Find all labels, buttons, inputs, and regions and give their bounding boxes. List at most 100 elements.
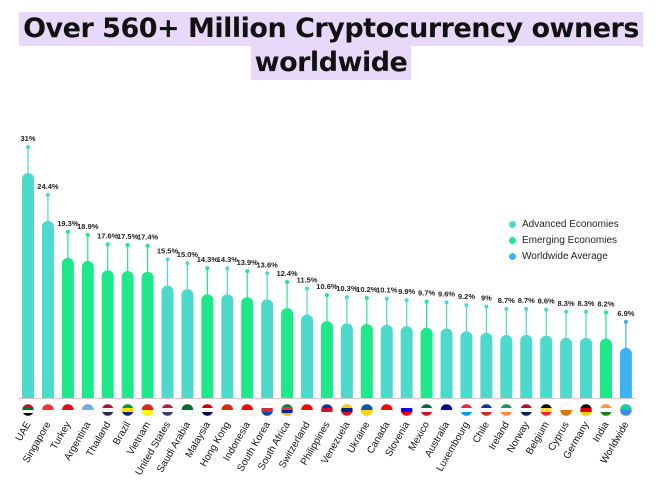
stem-dot-vietnam xyxy=(145,243,150,248)
indonesia-flag-icon xyxy=(240,403,254,417)
value-label-turkey: 19.3% xyxy=(57,219,79,228)
legend-dot-advanced xyxy=(509,220,516,228)
stem-dot-germany xyxy=(584,309,589,314)
stem-dot-worldwide xyxy=(623,319,628,324)
value-label-belgium: 8.6% xyxy=(538,297,555,306)
bar-uae xyxy=(22,173,34,398)
stem-dot-australia xyxy=(444,300,449,305)
stem-dot-south-africa xyxy=(285,280,290,284)
value-label-india: 8.2% xyxy=(597,299,614,308)
switzerland-flag-icon xyxy=(300,403,314,417)
australia-flag-icon xyxy=(440,403,453,417)
bar-mexico xyxy=(420,327,433,398)
bar-thailand xyxy=(101,270,114,398)
stem-dot-canada xyxy=(384,296,389,301)
stem-dot-cyprus xyxy=(564,309,569,314)
legend-label-emerging: Emerging Economies xyxy=(522,234,618,246)
value-label-venezuela: 10.3% xyxy=(336,284,358,293)
value-label-hong-kong: 14.3% xyxy=(217,255,239,264)
bar-slovenia xyxy=(400,326,413,398)
tick-label-uae: UAE xyxy=(14,420,34,444)
stem-dot-thailand xyxy=(105,242,110,247)
legend-label-advanced: Advanced Economies xyxy=(522,218,619,230)
chile-flag-icon xyxy=(480,403,493,417)
value-label-united-states: 15.5% xyxy=(157,247,179,256)
south-africa-flag-icon xyxy=(280,403,294,417)
bar-switzerland xyxy=(301,314,314,398)
value-label-canada: 10.1% xyxy=(376,286,398,295)
bar-worldwide xyxy=(619,347,632,398)
bar-south-korea xyxy=(261,299,274,398)
stem-dot-brazil xyxy=(125,242,130,247)
bar-vietnam xyxy=(141,271,154,398)
stem-dot-ukraine xyxy=(364,295,369,300)
value-label-ukraine: 10.2% xyxy=(356,285,378,294)
bar-chile xyxy=(480,332,493,398)
legend-dot-worldwide xyxy=(509,252,516,260)
turkey-flag-icon xyxy=(61,403,75,417)
stem-dot-malaysia xyxy=(205,266,210,271)
legend-dot-emerging xyxy=(509,236,516,244)
canada-flag-icon xyxy=(380,403,393,417)
value-label-ireland: 8.7% xyxy=(498,296,515,305)
bar-australia xyxy=(440,328,453,398)
stem-dot-switzerland xyxy=(305,286,310,291)
argentina-flag-icon xyxy=(81,403,95,417)
mexico-flag-icon xyxy=(420,403,433,417)
saudi-arabia-flag-icon xyxy=(181,403,194,417)
stem-dot-saudi-arabia xyxy=(185,261,190,266)
singapore-flag-icon xyxy=(41,403,55,417)
stem-dot-norway xyxy=(524,306,529,311)
legend-item-worldwide: Worldwide Average xyxy=(509,248,619,264)
value-label-mexico: 9.7% xyxy=(418,289,435,298)
value-label-luxembourg: 9.2% xyxy=(458,292,475,301)
stem-dot-venezuela xyxy=(344,295,349,300)
bar-canada xyxy=(380,324,393,398)
bar-argentina xyxy=(81,260,94,398)
germany-flag-icon xyxy=(579,403,593,417)
value-label-singapore: 24.4% xyxy=(37,182,59,191)
stem-dot-belgium xyxy=(544,307,549,312)
value-label-germany: 8.3% xyxy=(577,299,594,308)
stem-dot-slovenia xyxy=(404,298,409,303)
bar-philippines xyxy=(320,321,333,398)
norway-flag-icon xyxy=(520,403,533,417)
malaysia-flag-icon xyxy=(201,403,214,417)
value-label-cyprus: 8.3% xyxy=(558,299,575,308)
chart-title: Over 560+ Million Cryptocurrency owners … xyxy=(0,12,662,80)
stem-dot-singapore xyxy=(45,192,50,197)
bar-malaysia xyxy=(201,294,214,398)
title-line-1: Over 560+ Million Cryptocurrency owners xyxy=(19,12,643,46)
bar-cyprus xyxy=(560,337,573,398)
bar-hong-kong xyxy=(221,294,234,398)
bar-india xyxy=(599,338,612,398)
stem-dot-uae xyxy=(26,145,30,149)
value-label-australia: 9.6% xyxy=(438,289,455,298)
legend-item-emerging: Emerging Economies xyxy=(509,232,619,248)
uae-flag-icon xyxy=(21,403,35,417)
bar-luxembourg xyxy=(460,331,473,398)
india-flag-icon xyxy=(599,403,613,417)
bar-ireland xyxy=(500,334,513,398)
bar-belgium xyxy=(540,335,553,398)
stem-dot-indonesia xyxy=(245,269,250,274)
venezuela-flag-icon xyxy=(340,403,354,417)
legend-item-advanced: Advanced Economies xyxy=(509,216,619,232)
value-label-vietnam: 17.4% xyxy=(137,233,159,242)
vietnam-flag-icon xyxy=(141,403,154,417)
bar-ukraine xyxy=(360,323,373,398)
south-korea-flag-icon xyxy=(260,403,274,417)
value-label-argentina: 18.9% xyxy=(77,222,99,231)
thailand-flag-icon xyxy=(101,403,114,417)
value-label-saudi-arabia: 15.0% xyxy=(177,250,199,259)
globe-icon xyxy=(619,403,633,417)
value-label-brazil: 17.5% xyxy=(117,232,139,241)
value-label-thailand: 17.6% xyxy=(97,231,119,240)
stem-dot-turkey xyxy=(65,229,70,234)
value-label-indonesia: 13.9% xyxy=(237,258,259,267)
legend-label-worldwide: Worldwide Average xyxy=(522,250,608,262)
stem-dot-philippines xyxy=(324,293,329,298)
value-label-uae: 31% xyxy=(20,134,35,143)
stem-dot-south-korea xyxy=(265,271,270,276)
